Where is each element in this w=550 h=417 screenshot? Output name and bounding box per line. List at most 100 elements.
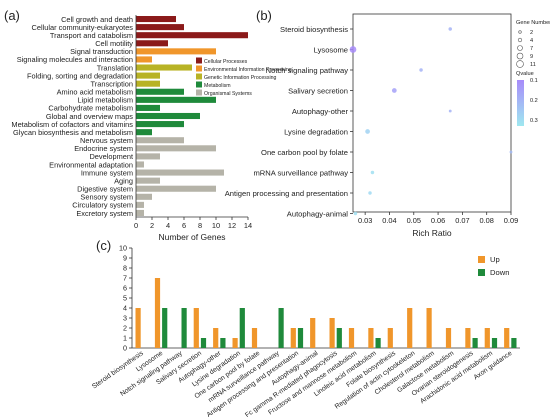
tick-label-c-3: 3 (123, 314, 127, 323)
category-label-a-14: Glycan biosynthesis and metabolism (13, 128, 133, 137)
color-legend-label-b-0: 0.1 (530, 78, 538, 84)
tick-label-a-6: 12 (228, 221, 236, 230)
panel-c-label: (c) (96, 238, 111, 253)
legend-label-a-0: Cellular Processes (204, 59, 248, 65)
bar-c-down-10 (336, 328, 342, 348)
size-legend-circle-b-4 (516, 60, 524, 68)
tick-label-c-7: 7 (123, 274, 127, 283)
category-label-a-21: Digestive system (77, 185, 133, 194)
size-legend-label-b-3: 9 (530, 54, 533, 60)
bar-a-19 (136, 169, 224, 176)
tick-label-c-1: 1 (123, 334, 127, 343)
tick-label-c-0: 0 (123, 344, 127, 353)
tick-label-c-2: 2 (123, 324, 127, 333)
panel-a-label: (a) (4, 8, 20, 23)
tick-label-a-4: 8 (198, 221, 202, 230)
bar-c-up-19 (504, 328, 510, 348)
bar-c-up-15 (426, 308, 432, 348)
legend-swatch-a-1 (196, 65, 202, 72)
xlabel-a: Number of Genes (158, 232, 225, 242)
row-label-b-8: Antigen processing and presentation (225, 189, 348, 198)
category-label-a-6: Translation (97, 63, 133, 72)
color-legend-bar-b (517, 80, 524, 126)
legend-swatch-c-1 (478, 269, 485, 276)
xlabel-b: Rich Ratio (412, 228, 451, 238)
tick-label-c-8: 8 (123, 264, 127, 273)
category-label-a-24: Excretory system (76, 209, 133, 218)
bar-c-up-11 (348, 328, 355, 348)
size-legend-label-b-1: 4 (530, 38, 533, 44)
tick-label-b-5: 0.08 (479, 216, 493, 225)
plot-frame-b (352, 13, 512, 213)
category-label-a-15: Nervous system (80, 136, 133, 145)
tick-label-c-10: 10 (119, 244, 127, 253)
category-label-a-23: Circulatory system (72, 201, 133, 210)
legend-label-a-1: Environmental Information Processing (204, 67, 292, 73)
bubble-b-4 (448, 109, 452, 113)
bar-c-down-5 (239, 308, 245, 348)
bar-a-4 (136, 48, 216, 55)
bar-a-10 (136, 96, 216, 103)
bar-c-up-10 (329, 318, 335, 348)
tick-label-a-1: 2 (150, 221, 154, 230)
size-legend-label-b-4: 11 (530, 62, 536, 68)
category-label-a-8: Transcription (91, 79, 133, 88)
category-label-a-22: Sensory system (80, 193, 133, 202)
chart-b-enrichment-bubble: Steroid biosynthesis Lysosome Notch signal… (225, 13, 550, 238)
tick-label-b-4: 0.07 (455, 216, 469, 225)
color-legend-label-b-1: 0.2 (530, 98, 538, 104)
tick-label-a-0: 0 (134, 221, 138, 230)
color-legend-title-b: Qvalue (516, 71, 534, 77)
legend-swatch-a-4 (196, 89, 202, 96)
bar-a-14 (136, 129, 152, 136)
category-label-a-16: Endocrine system (74, 144, 133, 153)
size-legend-circle-b-0 (518, 30, 522, 34)
tick-label-a-2: 4 (166, 221, 170, 230)
category-label-a-11: Carbohydrate metabolism (48, 104, 133, 113)
bar-c-down-1 (162, 308, 168, 348)
tick-label-c-5: 5 (123, 294, 127, 303)
row-label-b-2: Notch signaling pathway (266, 66, 349, 75)
size-legend-label-b-0: 2 (530, 30, 533, 36)
row-label-b-3: Salivary secretion (288, 86, 348, 95)
legend-label-a-4: Organismal Systems (204, 91, 252, 97)
bubble-b-3 (391, 88, 397, 93)
row-label-b-1: Lysosome (314, 45, 348, 54)
tick-label-b-6: 0.09 (504, 216, 518, 225)
bar-a-3 (136, 40, 168, 47)
category-label-a-18: Environmental adaptation (49, 160, 133, 169)
bubble-b-7 (370, 170, 375, 175)
legend-swatch-c-0 (478, 256, 485, 263)
row-label-b-6: One carbon pool by folate (261, 148, 348, 157)
bar-a-11 (136, 104, 160, 111)
panel-b-label: (b) (256, 8, 272, 23)
bubble-b-9 (353, 211, 358, 216)
legend-label-a-3: Metabolism (204, 83, 231, 89)
bar-c-up-8 (290, 328, 296, 348)
bubble-b-5 (365, 129, 370, 134)
size-legend-circle-b-1 (517, 37, 523, 43)
size-legend-title-b: Gene Number (516, 20, 550, 26)
bar-a-15 (136, 137, 184, 144)
bar-c-down-12 (375, 338, 381, 348)
legend-label-a-2: Genetic Information Processing (204, 75, 276, 81)
tick-label-b-0: 0.03 (358, 216, 372, 225)
bar-a-6 (136, 64, 192, 71)
bar-c-up-5 (232, 338, 238, 348)
bar-c-down-4 (220, 338, 226, 348)
category-label-a-7: Folding, sorting and degradation (27, 71, 133, 80)
bar-c-up-0 (135, 308, 141, 348)
tick-label-b-1: 0.04 (382, 216, 396, 225)
bar-a-16 (136, 145, 216, 152)
bar-c-down-7 (278, 308, 284, 348)
bar-c-down-19 (511, 338, 517, 348)
category-label-a-1: Cellular community-eukaryotes (32, 23, 134, 32)
row-label-b-0: Steroid biosynthesis (280, 25, 348, 34)
category-label-a-17: Development (89, 152, 133, 161)
bar-a-1 (136, 24, 184, 31)
bar-c-down-18 (491, 338, 498, 348)
bar-c-up-1 (154, 278, 161, 348)
bar-c-up-4 (213, 328, 219, 348)
legend-label-c-1: Down (490, 268, 509, 277)
